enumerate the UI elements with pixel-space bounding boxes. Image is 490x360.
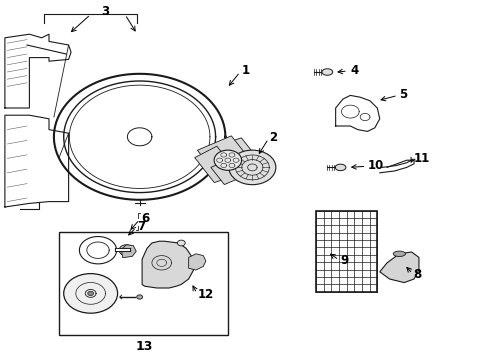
Ellipse shape [393, 251, 405, 256]
Polygon shape [217, 138, 261, 174]
Text: 10: 10 [368, 159, 384, 172]
Text: 8: 8 [414, 268, 422, 281]
Text: 6: 6 [141, 212, 149, 225]
Text: 9: 9 [340, 255, 348, 267]
Ellipse shape [88, 291, 94, 296]
Ellipse shape [122, 247, 131, 253]
Polygon shape [197, 136, 245, 167]
Polygon shape [195, 146, 239, 183]
Ellipse shape [335, 164, 346, 171]
Polygon shape [211, 153, 258, 185]
Text: 11: 11 [414, 152, 430, 165]
Ellipse shape [214, 150, 242, 170]
Text: 1: 1 [242, 64, 250, 77]
Ellipse shape [229, 150, 276, 185]
Ellipse shape [64, 274, 118, 313]
Text: 12: 12 [198, 288, 214, 301]
Text: 7: 7 [137, 220, 146, 233]
Ellipse shape [119, 245, 134, 256]
Polygon shape [122, 245, 136, 257]
Bar [59, 232, 228, 335]
Text: 2: 2 [270, 131, 278, 144]
Polygon shape [142, 241, 194, 288]
Text: 3: 3 [101, 5, 109, 18]
Bar [316, 211, 377, 292]
Polygon shape [189, 254, 206, 270]
Ellipse shape [137, 295, 143, 299]
Text: 13: 13 [136, 340, 153, 353]
Polygon shape [380, 252, 419, 283]
Text: 4: 4 [350, 64, 359, 77]
Text: 5: 5 [399, 88, 408, 101]
Ellipse shape [322, 69, 333, 75]
Ellipse shape [177, 240, 185, 246]
